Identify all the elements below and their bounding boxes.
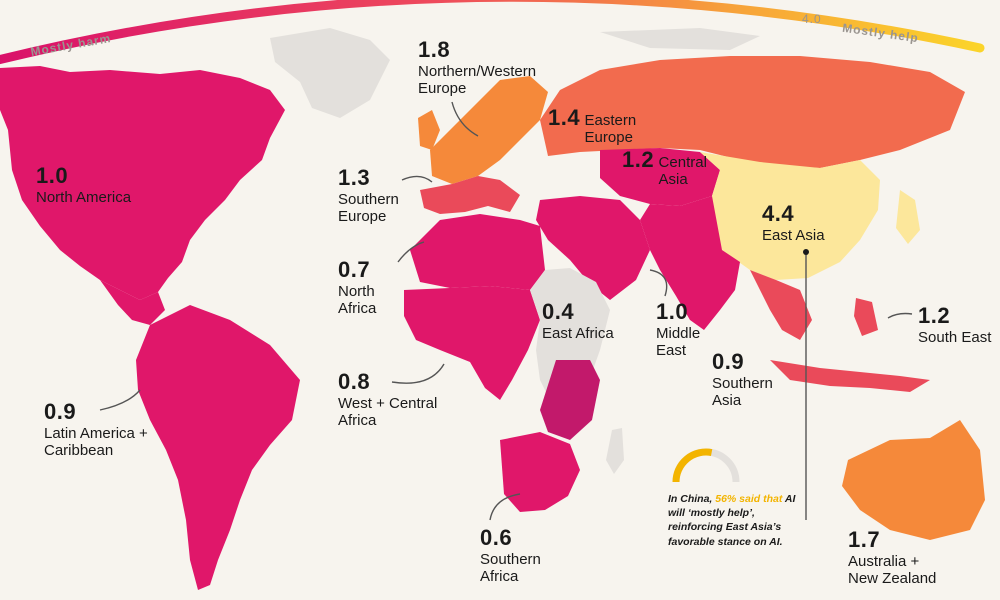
east-asia-dot [803,249,809,255]
region-north-africa [410,214,545,290]
region-australia [842,420,985,540]
region-northern-western-europe [430,76,548,184]
name-middle-east: Middle East [656,325,701,360]
name-north-africa: North Africa [338,283,377,318]
scale-arc [0,0,985,65]
name-eastern-europe: Eastern Europe [584,112,637,147]
russia-north-nodata [600,28,760,50]
label-central-asia: 1.2 Central Asia [622,148,707,189]
value-northern-western-europe: 1.8 [418,37,451,62]
region-north-america [0,66,285,300]
label-southern-africa: 0.6 Southern Africa [480,526,541,586]
scale-max-label: 4.0 [802,12,822,26]
region-uk [418,110,440,150]
region-philippines [854,298,878,336]
label-latin-america: 0.9 Latin America + Caribbean [44,400,148,460]
name-southern-europe: Southern Europe [338,191,399,226]
value-australia-nz: 1.7 [848,527,881,552]
label-southern-europe: 1.3 Southern Europe [338,166,399,226]
leader-southern-europe [401,175,433,183]
label-southern-asia: 0.9 Southern Asia [712,350,773,410]
name-west-central-africa: West + Central Africa [338,395,438,430]
value-southern-europe: 1.3 [338,165,371,190]
region-southern-asia [640,196,740,330]
leader-nw-europe [451,101,479,137]
label-east-asia: 4.4 East Asia [762,202,825,244]
region-latin-america [136,305,300,590]
region-east-africa-mozambique [540,360,600,440]
value-southern-asia: 0.9 [712,349,745,374]
label-west-central-africa: 0.8 West + Central Africa [338,370,437,430]
region-west-central-africa [404,286,540,400]
leader-north-africa [397,241,425,263]
name-australia-nz: Australia + New Zealand [848,553,937,588]
callout-pre: In China, [668,493,716,505]
leader-latin-america [99,389,141,411]
region-central-asia [600,148,720,206]
name-southern-asia: Southern Asia [712,375,773,410]
region-central-america [100,280,165,325]
region-madagascar [606,428,624,474]
leader-southern-africa [489,493,521,521]
region-eastern-europe [540,56,965,168]
label-eastern-europe: 1.4 Eastern Europe [548,106,636,147]
callout-highlight: 56% said that [715,493,783,505]
value-north-africa: 0.7 [338,257,371,282]
leader-south-east [887,312,913,319]
label-northern-western-europe: 1.8 Northern/Western Europe [418,38,536,98]
name-south-east-asia: South East [918,329,992,347]
value-eastern-europe: 1.4 [548,105,581,130]
region-japan [896,190,920,244]
value-middle-east: 1.0 [656,299,689,324]
leader-lines [99,101,913,521]
value-latin-america: 0.9 [44,399,77,424]
value-southern-africa: 0.6 [480,525,513,550]
greenland-nodata [270,28,390,118]
name-latin-america: Latin America + Caribbean [44,425,148,460]
leader-middle-east [649,269,668,297]
label-north-america: 1.0 North America [36,164,131,206]
value-east-africa: 0.4 [542,299,575,324]
callout-gauge-fill [672,448,713,483]
label-east-africa: 0.4 East Africa [542,300,614,342]
label-north-africa: 0.7 North Africa [338,258,376,318]
label-middle-east: 1.0 Middle East [656,300,700,360]
name-central-asia: Central Asia [658,154,707,189]
label-australia-nz: 1.7 Australia + New Zealand [848,528,936,588]
name-east-africa: East Africa [542,325,614,343]
name-north-america: North America [36,189,132,207]
value-south-east-asia: 1.2 [918,303,951,328]
region-middle-east [536,196,650,300]
value-central-asia: 1.2 [622,147,655,172]
value-north-america: 1.0 [36,163,69,188]
region-southern-europe [420,176,520,214]
callout-post: AI will ‘mostly help’, reinforcing East … [668,493,796,548]
region-east-asia [700,152,880,280]
china-callout: In China, 56% said that AI will ‘mostly … [668,492,808,549]
name-southern-africa: Southern Africa [480,551,541,586]
label-south-east-asia: 1.2 South East [918,304,991,346]
region-indonesia [770,360,930,392]
name-east-asia: East Asia [762,227,825,245]
region-south-east-asia [750,270,812,340]
value-east-asia: 4.4 [762,201,795,226]
leader-west-central [391,363,445,384]
name-northern-western-europe: Northern/Western Europe [418,63,537,98]
region-southern-africa [500,432,580,512]
value-west-central-africa: 0.8 [338,369,371,394]
